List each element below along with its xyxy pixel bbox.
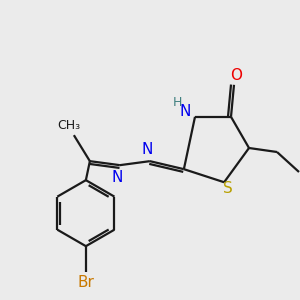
Text: CH₃: CH₃	[57, 119, 80, 132]
Text: N: N	[179, 104, 191, 119]
Text: N: N	[141, 142, 153, 157]
Text: O: O	[230, 68, 242, 83]
Text: S: S	[223, 181, 233, 196]
Text: Br: Br	[77, 275, 94, 290]
Text: H: H	[172, 96, 182, 109]
Text: N: N	[111, 170, 123, 185]
